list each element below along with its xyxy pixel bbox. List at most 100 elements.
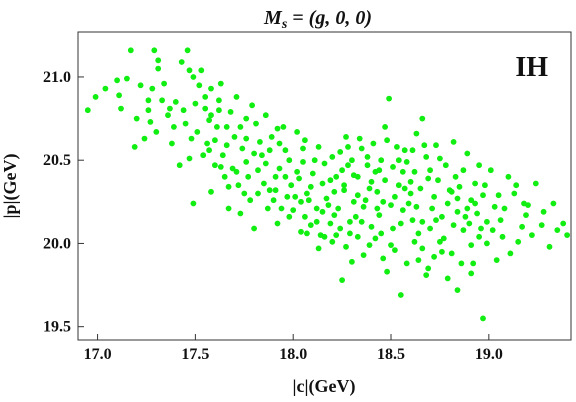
data-point	[395, 182, 402, 189]
data-point	[217, 80, 224, 87]
data-point	[167, 105, 173, 112]
data-point	[407, 190, 414, 197]
data-point	[237, 210, 244, 217]
data-point	[212, 162, 218, 169]
data-point	[476, 162, 482, 169]
data-point	[399, 168, 406, 175]
data-point	[521, 200, 527, 207]
data-point	[304, 230, 310, 237]
data-point	[270, 197, 277, 204]
data-point	[495, 192, 502, 199]
data-point	[223, 142, 230, 149]
y-axis-ticks: 19.5 20.0 20.5 21.0	[43, 69, 84, 336]
data-point	[286, 157, 293, 164]
data-point	[388, 242, 394, 249]
data-point	[499, 233, 506, 240]
data-point	[413, 203, 420, 210]
data-point	[474, 210, 480, 217]
data-point	[374, 188, 381, 195]
x-tick-label: 17.5	[181, 346, 209, 363]
data-point	[307, 183, 314, 190]
data-point	[239, 145, 246, 152]
data-point	[313, 218, 320, 225]
data-point	[251, 225, 257, 232]
data-point	[413, 130, 420, 137]
data-point	[255, 167, 261, 174]
data-point	[358, 145, 365, 152]
data-point	[421, 142, 428, 149]
data-point	[484, 218, 490, 225]
data-point	[468, 197, 475, 204]
data-point	[529, 232, 535, 239]
data-point	[325, 202, 332, 209]
data-point	[540, 208, 547, 215]
data-point	[307, 222, 314, 229]
data-point	[356, 135, 363, 142]
data-point	[208, 112, 214, 119]
data-point	[464, 150, 471, 157]
data-point	[423, 272, 430, 278]
data-point	[233, 94, 240, 100]
y-tick-label: 20.5	[43, 152, 71, 169]
data-point	[505, 173, 512, 180]
data-point	[468, 270, 475, 277]
data-point	[233, 168, 240, 175]
data-point	[298, 198, 304, 205]
data-point	[341, 182, 347, 189]
data-point	[358, 218, 365, 225]
data-point	[435, 177, 441, 184]
data-point	[272, 187, 279, 194]
data-point	[384, 137, 390, 144]
data-point	[337, 225, 344, 232]
data-point	[460, 167, 467, 174]
data-point	[366, 185, 373, 192]
data-point	[360, 252, 367, 258]
data-point	[276, 140, 283, 147]
data-point	[214, 124, 220, 130]
data-point	[460, 227, 467, 234]
data-point	[245, 173, 252, 180]
data-point	[137, 82, 144, 89]
data-point	[439, 213, 445, 220]
data-point	[345, 162, 351, 169]
data-point	[511, 190, 518, 197]
data-point	[184, 47, 191, 54]
data-point	[133, 115, 140, 122]
data-point	[466, 220, 473, 227]
data-point	[323, 195, 330, 202]
data-point	[311, 157, 318, 164]
data-point	[202, 94, 209, 100]
data-point	[476, 233, 482, 240]
data-point	[217, 164, 224, 170]
data-point	[364, 162, 371, 169]
data-point	[304, 190, 310, 197]
data-point	[274, 220, 281, 227]
data-point	[288, 182, 295, 189]
data-point	[272, 173, 279, 180]
data-point	[429, 205, 435, 212]
data-point	[442, 162, 449, 169]
data-point	[327, 177, 334, 184]
data-point	[200, 152, 207, 159]
data-point	[153, 129, 160, 135]
data-point	[172, 99, 179, 105]
data-point	[208, 188, 214, 195]
data-point	[300, 145, 306, 152]
data-point	[155, 65, 162, 72]
y-tick-label: 19.5	[43, 319, 71, 336]
data-point	[513, 182, 520, 189]
data-point	[92, 94, 99, 100]
chart-title-rest: = (g, 0, 0)	[287, 7, 372, 29]
data-point	[425, 265, 432, 272]
data-point	[255, 190, 261, 197]
data-point	[302, 137, 308, 144]
data-point	[208, 85, 214, 92]
data-point	[276, 165, 283, 172]
data-point	[382, 177, 388, 184]
data-point	[433, 142, 439, 149]
data-point	[114, 77, 120, 84]
data-point	[309, 170, 316, 177]
data-point	[347, 230, 353, 237]
y-tick-label: 21.0	[43, 69, 71, 86]
